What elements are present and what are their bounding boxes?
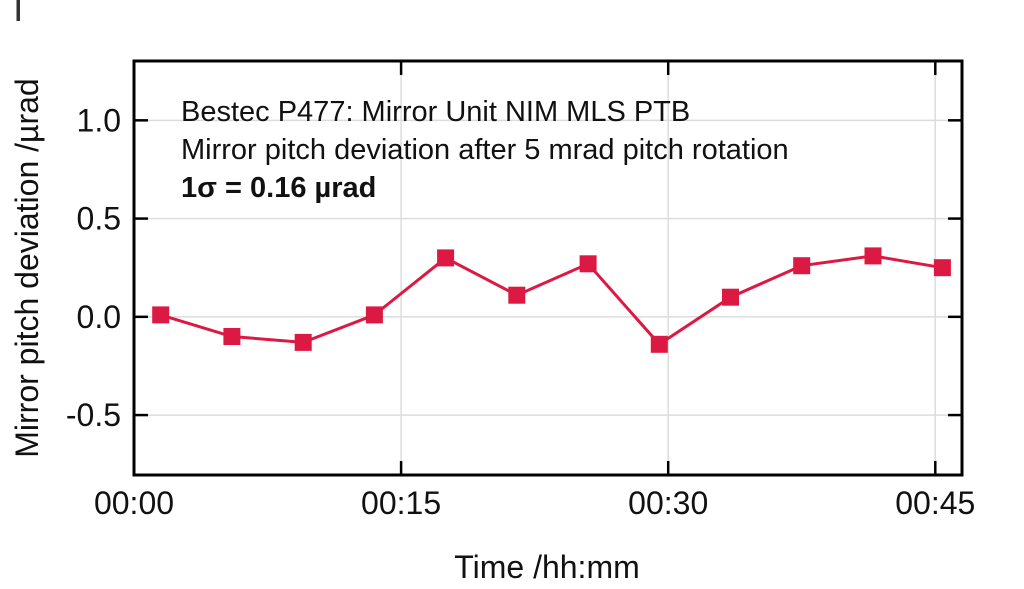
- y-tick-label: -0.5: [66, 397, 121, 433]
- gridlines: [134, 61, 962, 475]
- data-point-marker: [152, 306, 170, 324]
- y-tick-label: 0.0: [77, 299, 121, 335]
- data-point-marker: [793, 257, 811, 275]
- data-point-marker: [722, 288, 739, 306]
- data-point-marker: [508, 286, 526, 304]
- data-point-marker: [650, 335, 668, 353]
- tick-labels: 00:00 00:15 00:30 00:45 1.0 0.5 0.0 -0.5: [66, 102, 975, 521]
- plot-frame: [132, 59, 964, 477]
- tick-marks: [132, 61, 962, 475]
- x-tick-label: 00:30: [628, 485, 708, 521]
- y-axis-title: Mirror pitch deviation /µrad: [9, 78, 45, 457]
- y-tick-label: 0.5: [77, 201, 121, 237]
- x-tick-label: 00:15: [361, 485, 441, 521]
- data-point-marker: [933, 259, 951, 277]
- x-tick-label: 00:45: [895, 485, 975, 521]
- data-point-marker: [437, 249, 455, 267]
- x-axis-title: Time /hh:mm: [454, 549, 640, 585]
- data-point-marker: [864, 247, 882, 265]
- annotation-line-1: Bestec P477: Mirror Unit NIM MLS PTB: [181, 96, 690, 128]
- x-tick-label: 00:00: [94, 485, 174, 521]
- data-point-marker: [294, 333, 312, 351]
- y-tick-label: 1.0: [77, 102, 121, 138]
- data-point-marker: [579, 255, 597, 273]
- data-point-marker: [223, 328, 241, 345]
- annotation-line-2: Mirror pitch deviation after 5 mrad pitc…: [181, 134, 789, 166]
- annotation-line-3-sigma: 1σ = 0.16 µrad: [181, 172, 376, 204]
- crop-artifact-line: [16, 0, 20, 21]
- data-point-marker: [365, 306, 383, 324]
- data-series: [152, 247, 951, 353]
- data-line: [160, 254, 943, 347]
